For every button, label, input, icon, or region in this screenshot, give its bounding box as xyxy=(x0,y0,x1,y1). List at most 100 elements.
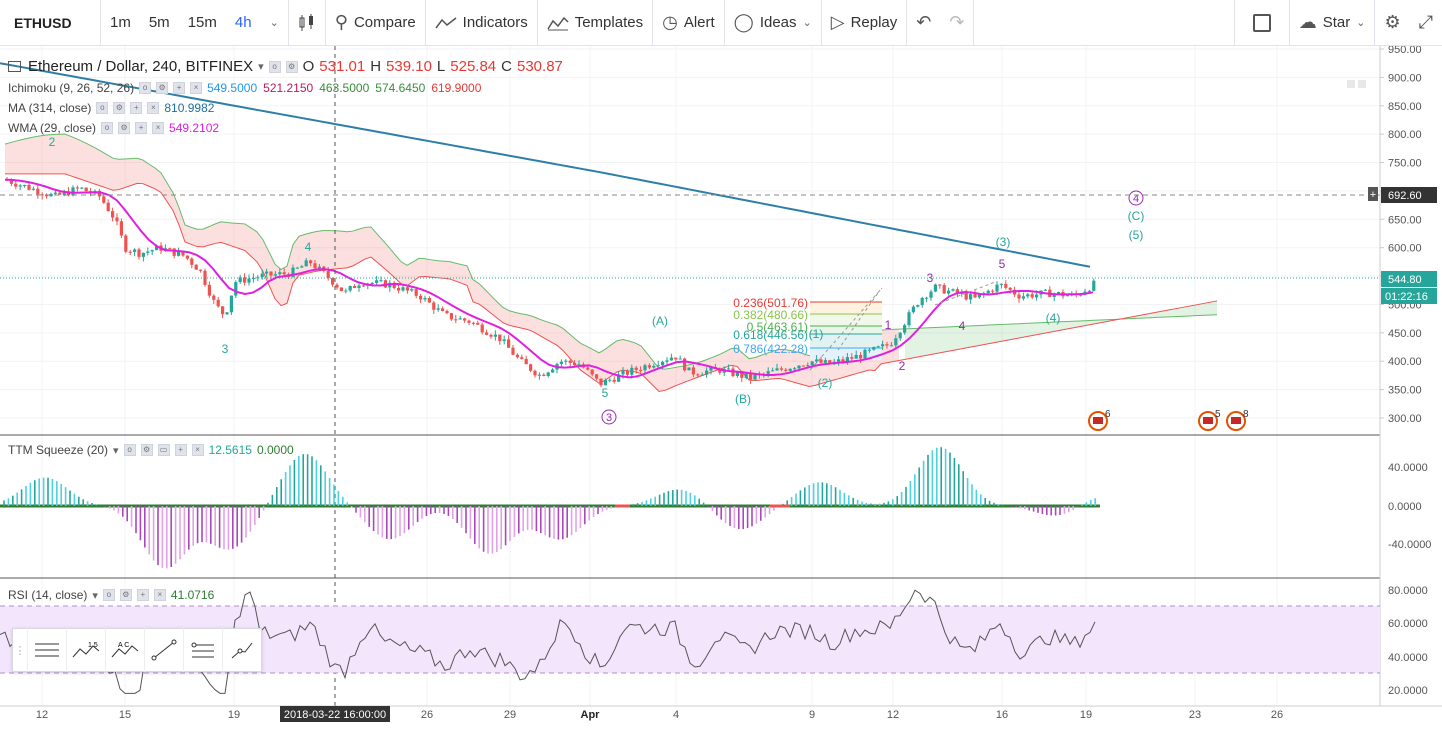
wave-label[interactable]: (1) xyxy=(809,327,824,341)
indicator-name[interactable]: RSI (14, close) xyxy=(8,588,88,602)
chevron-down-icon[interactable]: ▾ xyxy=(92,589,98,602)
copy-icon[interactable]: ▭ xyxy=(157,444,170,456)
interval-dropdown[interactable]: ⌄ xyxy=(261,0,288,46)
wave-label[interactable]: 4 xyxy=(959,319,966,333)
compare-icon: ⚲ xyxy=(334,12,348,32)
gear-icon[interactable]: ⚙ xyxy=(156,82,169,94)
candle-body xyxy=(194,264,198,270)
eye-icon[interactable]: o xyxy=(96,102,109,114)
alert-button[interactable]: ◷ Alert xyxy=(653,0,724,46)
wave-label[interactable]: 5 xyxy=(999,257,1006,271)
eye-icon[interactable]: o xyxy=(139,82,152,94)
add-alert-plus[interactable] xyxy=(1368,187,1378,201)
star-button[interactable]: ☁ Star ⌄ xyxy=(1290,0,1375,46)
alarm-clock-icon: ◷ xyxy=(662,12,678,32)
interval-1m[interactable]: 1m xyxy=(110,14,131,31)
plus-icon[interactable]: + xyxy=(130,102,143,114)
chevron-down-icon[interactable]: ▾ xyxy=(258,61,264,73)
event-badges[interactable]: 6 5 8 xyxy=(1088,409,1249,431)
fib-retracement[interactable]: 0.236(501.76)0.382(480.66)0.5(463.61)0.6… xyxy=(733,287,883,371)
ttm-axis[interactable]: 40.0000 0.0000 -40.0000 xyxy=(1388,462,1431,551)
rsi-axis[interactable]: 80.0000 60.0000 40.0000 20.0000 xyxy=(1388,585,1428,697)
wave-label[interactable]: (A) xyxy=(652,314,668,328)
candle-body xyxy=(828,360,832,365)
plus-icon[interactable]: + xyxy=(135,122,148,134)
pane-button[interactable] xyxy=(1347,80,1355,88)
candle-body xyxy=(951,289,955,291)
indicator-name[interactable]: Ichimoku (9, 26, 52, 26) xyxy=(8,81,135,95)
wave-label[interactable]: (3) xyxy=(996,235,1011,249)
ideas-button[interactable]: ◯ Ideas ⌄ xyxy=(725,0,821,46)
gear-icon[interactable]: ⚙ xyxy=(285,60,298,73)
pane-button[interactable] xyxy=(1358,80,1366,88)
close-icon[interactable]: × xyxy=(153,589,166,601)
eye-icon[interactable]: o xyxy=(101,122,114,134)
lines-tool[interactable] xyxy=(27,628,66,672)
indicator-name[interactable]: WMA (29, close) xyxy=(8,121,97,135)
path-tool[interactable] xyxy=(222,628,261,672)
indicators-button[interactable]: Indicators xyxy=(426,0,537,46)
chart-canvas[interactable]: 0.236(501.76)0.382(480.66)0.5(463.61)0.6… xyxy=(0,44,1442,727)
wave-label[interactable]: 2 xyxy=(899,359,906,373)
wave-label[interactable]: 3 xyxy=(222,342,229,356)
plus-icon[interactable]: + xyxy=(136,589,149,601)
compare-button[interactable]: ⚲ Compare xyxy=(326,0,425,46)
interval-4h[interactable]: 4h xyxy=(234,14,252,31)
candle-body xyxy=(735,372,739,377)
replay-button[interactable]: ▷ Replay xyxy=(822,0,907,46)
time-axis[interactable]: 12 15 19 26 29 Apr 4 9 12 16 19 23 26 xyxy=(36,709,1283,721)
separator xyxy=(100,0,101,46)
plus-icon[interactable]: + xyxy=(173,82,186,94)
eye-icon[interactable]: o xyxy=(102,589,115,601)
eye-icon[interactable]: o xyxy=(268,60,281,73)
wave-label[interactable]: 2 xyxy=(49,135,56,149)
redo-button[interactable]: ↷ xyxy=(940,0,973,46)
wave-label[interactable]: 4 xyxy=(1133,193,1139,205)
fullscreen-button[interactable]: ⤢ xyxy=(1410,0,1442,46)
close-icon[interactable]: × xyxy=(191,444,204,456)
candle-body xyxy=(788,368,792,371)
gear-icon[interactable]: ⚙ xyxy=(140,444,153,456)
close-icon[interactable]: × xyxy=(147,102,160,114)
wave-dashed-line xyxy=(934,281,996,306)
symbol-search[interactable]: ETHUSD xyxy=(14,14,72,31)
gear-icon[interactable]: ⚙ xyxy=(118,122,131,134)
eye-icon[interactable]: o xyxy=(123,444,136,456)
wave-label[interactable]: (B) xyxy=(735,392,751,406)
indicator-name[interactable]: MA (314, close) xyxy=(8,101,92,115)
wave-label[interactable]: 1 xyxy=(885,318,892,332)
interval-5m[interactable]: 5m xyxy=(148,14,170,31)
fullscreen-toggle-button[interactable] xyxy=(1235,0,1289,46)
price-axis[interactable]: 950.00900.00850.00800.00750.00700.00650.… xyxy=(1380,44,1422,425)
chart-type-button[interactable] xyxy=(289,0,325,46)
wave-label[interactable]: 5 xyxy=(602,386,609,400)
settings-button[interactable]: ⚙ xyxy=(1375,0,1409,46)
wave-label[interactable]: (2) xyxy=(818,376,833,390)
fib-band xyxy=(810,302,882,314)
pitchfork-tool[interactable] xyxy=(183,628,222,672)
close-icon[interactable]: × xyxy=(190,82,203,94)
wave-circle xyxy=(1128,190,1144,206)
interval-15m[interactable]: 15m xyxy=(187,14,217,31)
trend-line-tool[interactable] xyxy=(144,628,183,672)
wave-label[interactable]: 4 xyxy=(305,240,312,254)
gear-icon[interactable]: ⚙ xyxy=(119,589,132,601)
event-count: 6 xyxy=(1105,409,1111,420)
wave-label[interactable]: (C) xyxy=(1128,209,1145,223)
chevron-down-icon[interactable]: ▾ xyxy=(113,444,119,457)
collapse-icon[interactable] xyxy=(8,61,21,72)
templates-button[interactable]: Templates xyxy=(538,0,652,46)
drag-handle-icon[interactable]: ⋮ xyxy=(14,644,26,657)
elliott-letters-tool[interactable]: A C xyxy=(105,628,144,672)
wave-label[interactable]: (5) xyxy=(1129,228,1144,242)
gear-icon[interactable]: ⚙ xyxy=(113,102,126,114)
plus-icon[interactable]: + xyxy=(174,444,187,456)
undo-button[interactable]: ↶ xyxy=(907,0,940,46)
wave-label[interactable]: 3 xyxy=(606,412,612,424)
indicator-name[interactable]: TTM Squeeze (20) xyxy=(8,443,109,457)
chart-area[interactable]: 0.236(501.76) 0.382(480.66) 0.5(463.61) 0.6… xyxy=(0,44,1442,727)
wave-label[interactable]: (4) xyxy=(1046,311,1061,325)
close-icon[interactable]: × xyxy=(152,122,165,134)
candle-body xyxy=(797,365,801,369)
elliott-numbers-tool[interactable]: 1 5 xyxy=(66,628,105,672)
